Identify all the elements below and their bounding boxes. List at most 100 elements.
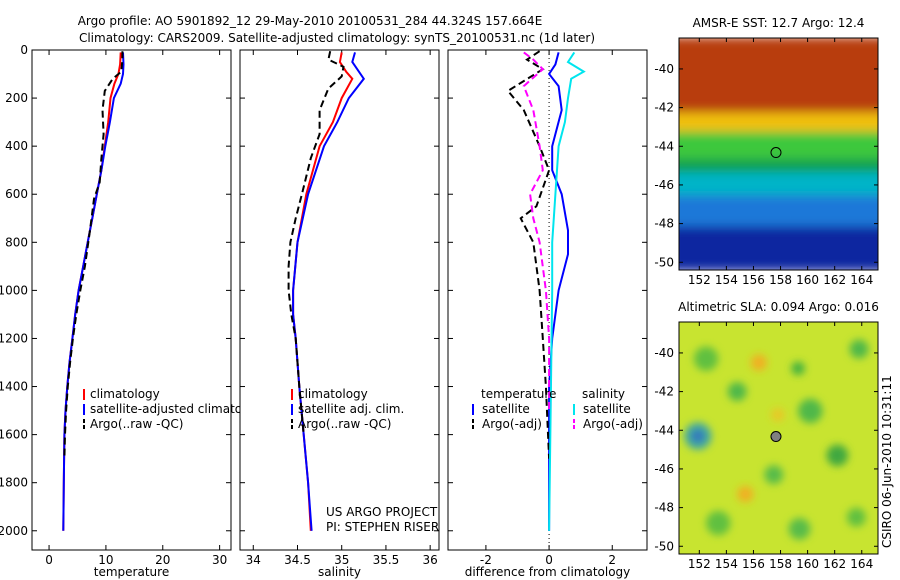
sla-blob: [764, 465, 784, 485]
y-tick-label: 800: [5, 235, 28, 249]
legend-label: Argo(..raw -QC): [298, 417, 391, 431]
series-line-3: [63, 51, 124, 459]
sla-blob: [849, 339, 869, 359]
sst-band: [679, 195, 878, 229]
sst-band: [679, 131, 878, 161]
map-panel-2: Altimetric SLA: 0.094 Argo: 0.016 152 154 1…: [654, 300, 878, 571]
y-tick-label: -46: [654, 462, 674, 476]
timestamp: CSIRO 06-Jun-2010 10:31:11: [880, 375, 894, 548]
x-tick-label: 164: [850, 557, 873, 571]
legend-label: Argo(-adj): [482, 417, 542, 431]
x-tick-label: 34: [246, 553, 261, 567]
y-tick-label: -44: [654, 139, 674, 153]
x-tick-label: 158: [769, 557, 792, 571]
x-axis-label: difference from climatology: [465, 565, 631, 579]
sla-field: [684, 339, 869, 540]
x-axis-label: temperature: [94, 565, 169, 579]
y-tick-label: 200: [5, 91, 28, 105]
y-tick-label: 2000: [0, 524, 28, 538]
y-tick-label: 1000: [0, 283, 28, 297]
x-tick-label: 152: [688, 557, 711, 571]
legend-label: satellite-adjusted climatology: [90, 402, 268, 416]
x-tick-label: 156: [742, 273, 765, 287]
sst-band: [679, 226, 878, 270]
y-tick-label: -46: [654, 178, 674, 192]
map-title: AMSR-E SST: 12.7 Argo: 12.4: [693, 16, 865, 30]
x-tick-label: 35: [334, 553, 349, 567]
x-tick-label: 34.5: [284, 553, 311, 567]
x-tick-label: 152: [688, 273, 711, 287]
legend-label: climatology: [90, 387, 160, 401]
x-tick-label: 162: [823, 273, 846, 287]
map-frame: [678, 37, 879, 271]
y-tick-label: -40: [654, 62, 674, 76]
x-tick-label: 160: [796, 557, 819, 571]
y-tick-label: -48: [654, 501, 674, 515]
x-tick-label: 20: [155, 553, 170, 567]
y-tick-label: -44: [654, 423, 674, 437]
y-tick-label: 600: [5, 187, 28, 201]
argo-location-marker: [770, 147, 782, 159]
sla-blob: [791, 361, 805, 376]
sla-blob: [771, 408, 785, 422]
sst-field: [679, 38, 878, 270]
x-tick-label: 156: [742, 557, 765, 571]
sla-blob: [788, 518, 811, 540]
sla-blob: [826, 444, 849, 467]
x-tick-label: 164: [850, 273, 873, 287]
legend-label: climatology: [298, 387, 368, 401]
x-tick-label: 160: [796, 273, 819, 287]
y-tick-label: 1400: [0, 380, 28, 394]
x-tick-label: 0: [45, 553, 53, 567]
map-image: [679, 38, 878, 270]
y-tick-label: -50: [654, 539, 674, 553]
legend-label: Argo(..raw -QC): [90, 417, 183, 431]
sla-blob: [737, 485, 754, 503]
panel-frame: [447, 49, 648, 551]
figure-title-line1: Argo profile: AO 5901892_12 29-May-2010 …: [78, 14, 543, 28]
map-panel-1: AMSR-E SST: 12.7 Argo: 12.4 152 154 156 158 1…: [654, 16, 879, 287]
sla-blob: [691, 429, 705, 443]
argo-location-marker: [770, 431, 782, 443]
y-tick-label: 0: [20, 43, 28, 57]
profile-panel-1: 0 200 400 600 800 1000 1200 1400 1600 1800 2000 0 10…: [0, 43, 268, 579]
x-tick-label: 30: [212, 553, 227, 567]
legend-heading: salinity: [582, 387, 625, 401]
series-line-4: [522, 51, 551, 411]
sst-band: [679, 158, 878, 175]
figure-title-line2: Climatology: CARS2009. Satellite-adjuste…: [79, 31, 595, 45]
y-tick-label: 400: [5, 139, 28, 153]
x-tick-label: -2: [480, 553, 492, 567]
legend-label: satellite adj. clim.: [298, 402, 404, 416]
sla-blob: [727, 382, 747, 402]
y-tick-label: -40: [654, 346, 674, 360]
y-tick-label: 1600: [0, 428, 28, 442]
sla-blob: [693, 346, 719, 371]
series-line-3: [548, 51, 586, 531]
sla-blob: [750, 354, 767, 371]
x-tick-label: 154: [715, 557, 738, 571]
x-tick-label: 2: [608, 553, 616, 567]
annotation-text: US ARGO PROJECT: [326, 505, 438, 519]
sst-band: [679, 172, 878, 198]
legend-label: satellite: [482, 402, 530, 416]
y-tick-label: -50: [654, 255, 674, 269]
y-tick-label: 1800: [0, 476, 28, 490]
sst-band: [679, 112, 878, 134]
x-tick-label: 158: [769, 273, 792, 287]
y-tick-label: -42: [654, 101, 674, 115]
annotation-text: PI: STEPHEN RISER: [326, 520, 439, 534]
legend-heading: temperature: [481, 387, 556, 401]
x-tick-label: 162: [823, 557, 846, 571]
panel-frame: [239, 49, 440, 551]
profile-panel-2: 34 34.5 35 35.5 36 salinity climatologysatelli…: [239, 49, 440, 579]
panel-frame: [31, 49, 232, 551]
sla-blob: [846, 507, 866, 527]
x-tick-label: 36: [423, 553, 438, 567]
y-tick-label: -48: [654, 217, 674, 231]
x-tick-label: 35.5: [373, 553, 400, 567]
sst-band: [679, 38, 878, 115]
legend-label: satellite: [583, 402, 631, 416]
